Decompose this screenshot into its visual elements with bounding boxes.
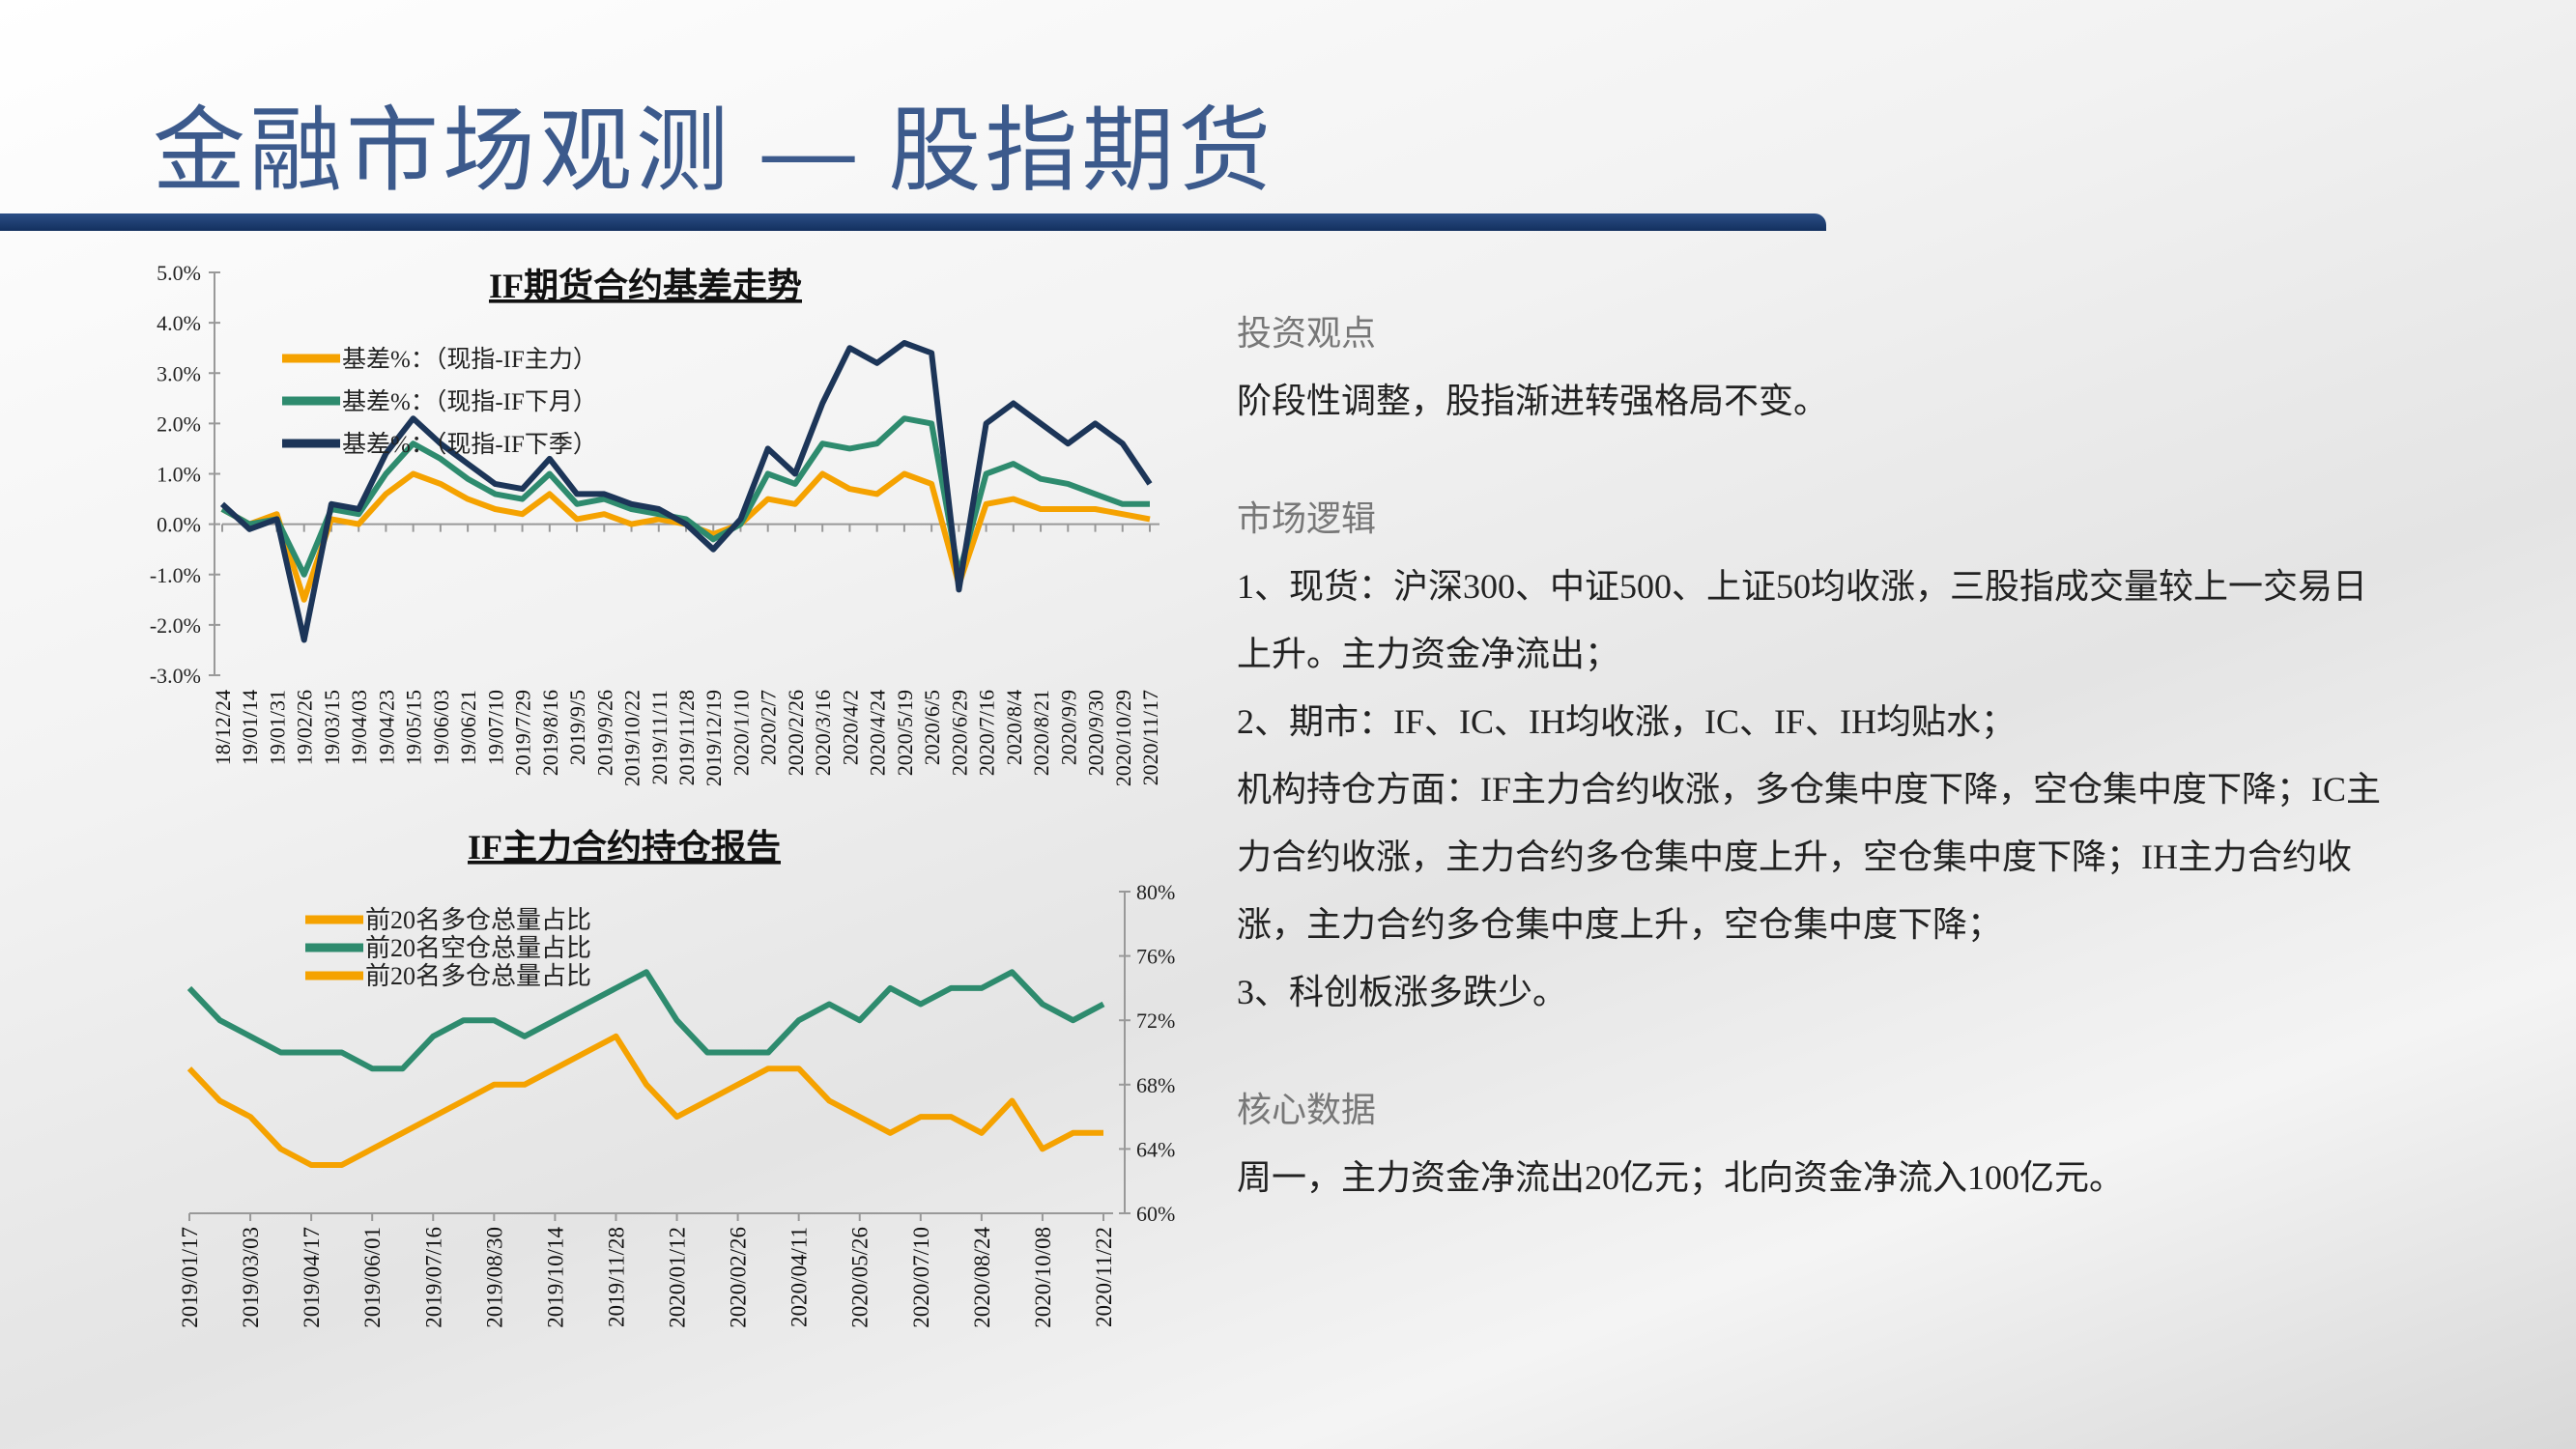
y-tick-label: 1.0% <box>157 463 201 487</box>
x-tick-label: 2019/03/03 <box>239 1227 263 1328</box>
y-tick-label: 0.0% <box>157 513 201 537</box>
x-tick-label: 2020/4/2 <box>838 690 862 765</box>
x-tick-label: 2020/2/7 <box>757 690 781 765</box>
chart-title: IF期货合约基差走势 <box>489 267 802 305</box>
x-tick-label: 2020/9/30 <box>1084 690 1108 776</box>
y-tick-label: -3.0% <box>150 664 201 688</box>
y-tick-label: 80% <box>1136 880 1175 904</box>
x-tick-label: 19/06/03 <box>429 690 453 765</box>
y-tick-label: 5.0% <box>157 261 201 285</box>
x-tick-label: 2020/2/26 <box>784 690 808 776</box>
x-tick-label: 2019/7/29 <box>511 690 535 776</box>
x-tick-label: 2020/6/5 <box>920 690 944 765</box>
x-tick-label: 2020/05/26 <box>848 1227 873 1328</box>
x-tick-label: 2019/10/14 <box>543 1227 567 1328</box>
x-tick-label: 2020/8/4 <box>1002 690 1026 765</box>
y-tick-label: 72% <box>1136 1009 1175 1033</box>
x-tick-label: 2020/10/08 <box>1031 1227 1055 1328</box>
x-tick-label: 2020/11/17 <box>1138 690 1162 785</box>
x-tick-label: 2020/04/11 <box>787 1227 812 1327</box>
text-panel: 投资观点阶段性调整，股指渐进转强格局不变。 市场逻辑 1、现货：沪深300、中证50… <box>1237 299 2396 1211</box>
legend-label: 基差%：（现指-IF下月） <box>342 388 597 415</box>
x-tick-label: 2019/8/16 <box>538 690 562 776</box>
series-line <box>220 470 1151 603</box>
x-tick-label: 2020/01/12 <box>666 1227 690 1328</box>
x-tick-label: 2019/01/17 <box>178 1227 202 1328</box>
x-tick-label: 2020/1/10 <box>729 690 753 776</box>
x-tick-label: 2019/9/26 <box>592 690 616 776</box>
y-tick-label: -1.0% <box>150 563 201 587</box>
legend-label: 前20名多仓总量占比 <box>365 906 591 934</box>
x-tick-label: 2020/10/29 <box>1111 690 1135 786</box>
x-tick-label: 19/05/15 <box>402 690 426 765</box>
y-tick-label: 3.0% <box>157 361 201 385</box>
x-tick-label: 2019/11/28 <box>674 690 699 785</box>
x-tick-label: 2020/8/21 <box>1029 690 1053 776</box>
x-tick-label: 2019/06/01 <box>360 1227 385 1328</box>
series-line <box>219 340 1153 643</box>
legend-label: 基差%：（现指-IF下季） <box>342 431 597 458</box>
x-tick-label: 2020/9/9 <box>1056 690 1080 765</box>
x-tick-label: 2020/02/26 <box>727 1227 751 1328</box>
series-line <box>186 969 1105 1072</box>
series-line <box>186 1033 1103 1168</box>
paragraph: 1、现货：沪深300、中证500、上证50均收涨，三股指成交量较上一交易日上升。… <box>1237 567 2368 673</box>
y-tick-label: 60% <box>1136 1202 1175 1226</box>
paragraph: 2、期市：IF、IC、IH均收涨，IC、IF、IH均贴水； <box>1237 702 2016 741</box>
x-tick-label: 2019/07/16 <box>421 1227 445 1328</box>
y-tick-label: 68% <box>1136 1073 1175 1097</box>
y-tick-label: 4.0% <box>157 311 201 335</box>
x-tick-label: 2020/4/24 <box>866 690 890 776</box>
paragraph: 3、科创板涨多跌少。 <box>1237 973 1568 1011</box>
x-tick-label: 18/12/24 <box>211 690 235 765</box>
x-tick-label: 2020/5/19 <box>893 690 917 776</box>
title-bar <box>0 213 1826 231</box>
x-tick-label: 2019/10/22 <box>620 690 644 786</box>
series-line <box>220 415 1150 578</box>
x-tick-label: 2020/6/29 <box>947 690 971 776</box>
section-heading: 投资观点 <box>1237 314 1377 353</box>
y-tick-label: -2.0% <box>150 613 201 638</box>
y-tick-label: 76% <box>1136 945 1175 969</box>
paragraph: 周一，主力资金净流出20亿元；北向资金净流入100亿元。 <box>1237 1158 2125 1197</box>
x-tick-label: 2020/7/16 <box>975 690 999 776</box>
x-tick-label: 19/02/26 <box>293 690 317 765</box>
x-tick-label: 2020/07/10 <box>909 1227 933 1328</box>
legend-label: 基差%：（现指-IF主力） <box>342 346 597 373</box>
x-tick-label: 2019/04/17 <box>300 1227 324 1328</box>
paragraph: 阶段性调整，股指渐进转强格局不变。 <box>1237 382 1829 420</box>
x-tick-label: 19/03/15 <box>320 690 344 765</box>
x-tick-label: 2020/3/16 <box>811 690 835 776</box>
x-tick-label: 19/04/23 <box>374 690 398 765</box>
x-tick-label: 2019/12/19 <box>701 690 726 786</box>
x-tick-label: 2020/08/24 <box>970 1227 994 1328</box>
x-tick-label: 2019/11/28 <box>604 1227 628 1327</box>
y-tick-label: 64% <box>1136 1137 1175 1161</box>
x-tick-label: 2019/9/5 <box>565 690 589 765</box>
x-tick-label: 19/06/21 <box>456 690 480 765</box>
x-tick-label: 19/07/10 <box>483 690 507 765</box>
x-tick-label: 2019/11/11 <box>647 690 672 785</box>
y-tick-label: 2.0% <box>157 412 201 436</box>
section-heading: 市场逻辑 <box>1237 499 1377 538</box>
chart-title: IF主力合约持仓报告 <box>468 828 781 867</box>
slide-title: 金融市场观测 — 股指期货 <box>153 99 1275 203</box>
x-tick-label: 2019/08/30 <box>482 1227 506 1328</box>
section-heading: 核心数据 <box>1237 1091 1377 1129</box>
legend-label: 前20名多仓总量占比 <box>365 962 591 990</box>
legend-label: 前20名空仓总量占比 <box>365 934 591 962</box>
x-tick-label: 19/04/03 <box>347 690 371 765</box>
x-tick-label: 19/01/31 <box>265 690 289 765</box>
x-tick-label: 2020/11/22 <box>1092 1227 1116 1327</box>
paragraph: 机构持仓方面：IF主力合约收涨，多仓集中度下降，空仓集中度下降；IC主力合约收涨… <box>1237 770 2382 944</box>
x-tick-label: 19/01/14 <box>238 690 262 765</box>
